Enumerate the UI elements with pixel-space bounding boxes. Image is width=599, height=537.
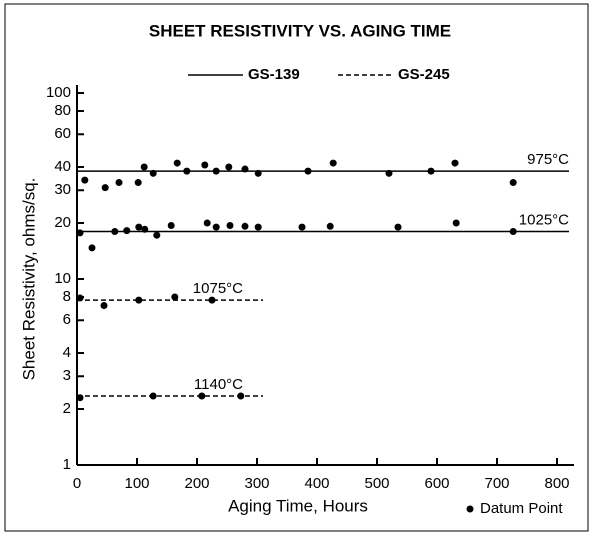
legend-label: GS-139 <box>248 66 300 83</box>
datum-point <box>212 223 220 231</box>
x-tick-label: 500 <box>364 475 389 492</box>
x-tick-label: 0 <box>73 475 81 492</box>
datum-point <box>208 296 216 304</box>
datum-point <box>203 219 211 227</box>
frame <box>4 3 589 532</box>
datum-point <box>173 159 181 167</box>
datum-point <box>225 163 233 171</box>
y-tick-label: 6 <box>63 311 71 328</box>
y-tick-label: 8 <box>63 288 71 305</box>
y-tick-label: 3 <box>63 367 71 384</box>
x-tick-label: 300 <box>244 475 269 492</box>
datum-point <box>212 167 220 175</box>
datum-point <box>135 223 143 231</box>
datum-point <box>237 392 245 400</box>
y-tick-label: 1 <box>63 456 71 473</box>
y-tick-label: 30 <box>54 181 71 198</box>
datum-point <box>76 229 84 237</box>
level-label: 975°C <box>527 151 569 168</box>
datum-point <box>394 223 402 231</box>
datum-point <box>451 159 459 167</box>
y-tick-label: 20 <box>54 214 71 231</box>
datum-point <box>76 294 84 302</box>
datum-point <box>304 167 312 175</box>
datum-point <box>123 227 131 235</box>
datum-point <box>81 176 89 184</box>
datum-point <box>326 222 334 230</box>
datum-point <box>298 223 306 231</box>
datum-point <box>167 221 175 229</box>
datum-point <box>88 244 96 252</box>
datum-legend-marker <box>466 505 474 513</box>
legend-label: GS-245 <box>398 66 450 83</box>
y-tick-label: 4 <box>63 344 71 361</box>
datum-point <box>141 225 149 233</box>
datum-point <box>226 221 234 229</box>
datum-point <box>149 392 157 400</box>
datum-point <box>135 296 143 304</box>
datum-point <box>134 179 142 187</box>
datum-point <box>140 163 148 171</box>
y-tick-label: 60 <box>54 125 71 142</box>
level-label: 1140°C <box>194 376 243 393</box>
y-tick-label: 80 <box>54 102 71 119</box>
datum-point <box>183 167 191 175</box>
datum-point <box>115 179 123 187</box>
datum-point <box>254 223 262 231</box>
y-tick-label: 2 <box>63 400 71 417</box>
level-label: 1075°C <box>193 280 243 297</box>
x-tick-label: 700 <box>484 475 509 492</box>
y-tick-label: 100 <box>46 84 71 101</box>
datum-point <box>171 293 179 301</box>
x-tick-label: 600 <box>424 475 449 492</box>
datum-point <box>101 184 109 192</box>
datum-point <box>385 169 393 177</box>
datum-point <box>427 167 435 175</box>
datum-point <box>452 219 460 227</box>
datum-point <box>241 165 249 173</box>
datum-point <box>153 231 161 239</box>
x-tick-label: 400 <box>304 475 329 492</box>
datum-point <box>76 394 84 402</box>
datum-point <box>198 392 206 400</box>
x-tick-label: 200 <box>184 475 209 492</box>
datum-point <box>241 222 249 230</box>
y-axis-title: Sheet Resistivity, ohms/sq. <box>19 178 38 381</box>
datum-point <box>201 161 209 169</box>
datum-point <box>149 169 157 177</box>
x-tick-label: 800 <box>544 475 569 492</box>
datum-legend-label: Datum Point <box>480 500 563 517</box>
datum-point <box>100 302 108 310</box>
chart-title: SHEET RESISTIVITY VS. AGING TIME <box>149 21 451 40</box>
x-tick-label: 100 <box>124 475 149 492</box>
datum-point <box>254 169 262 177</box>
level-label: 1025°C <box>519 211 569 228</box>
y-tick-label: 10 <box>54 270 71 287</box>
datum-point <box>509 179 517 187</box>
x-axis-title: Aging Time, Hours <box>228 496 368 515</box>
datum-point <box>509 228 517 236</box>
datum-point <box>111 228 119 236</box>
y-tick-label: 40 <box>54 158 71 175</box>
datum-point <box>329 159 337 167</box>
